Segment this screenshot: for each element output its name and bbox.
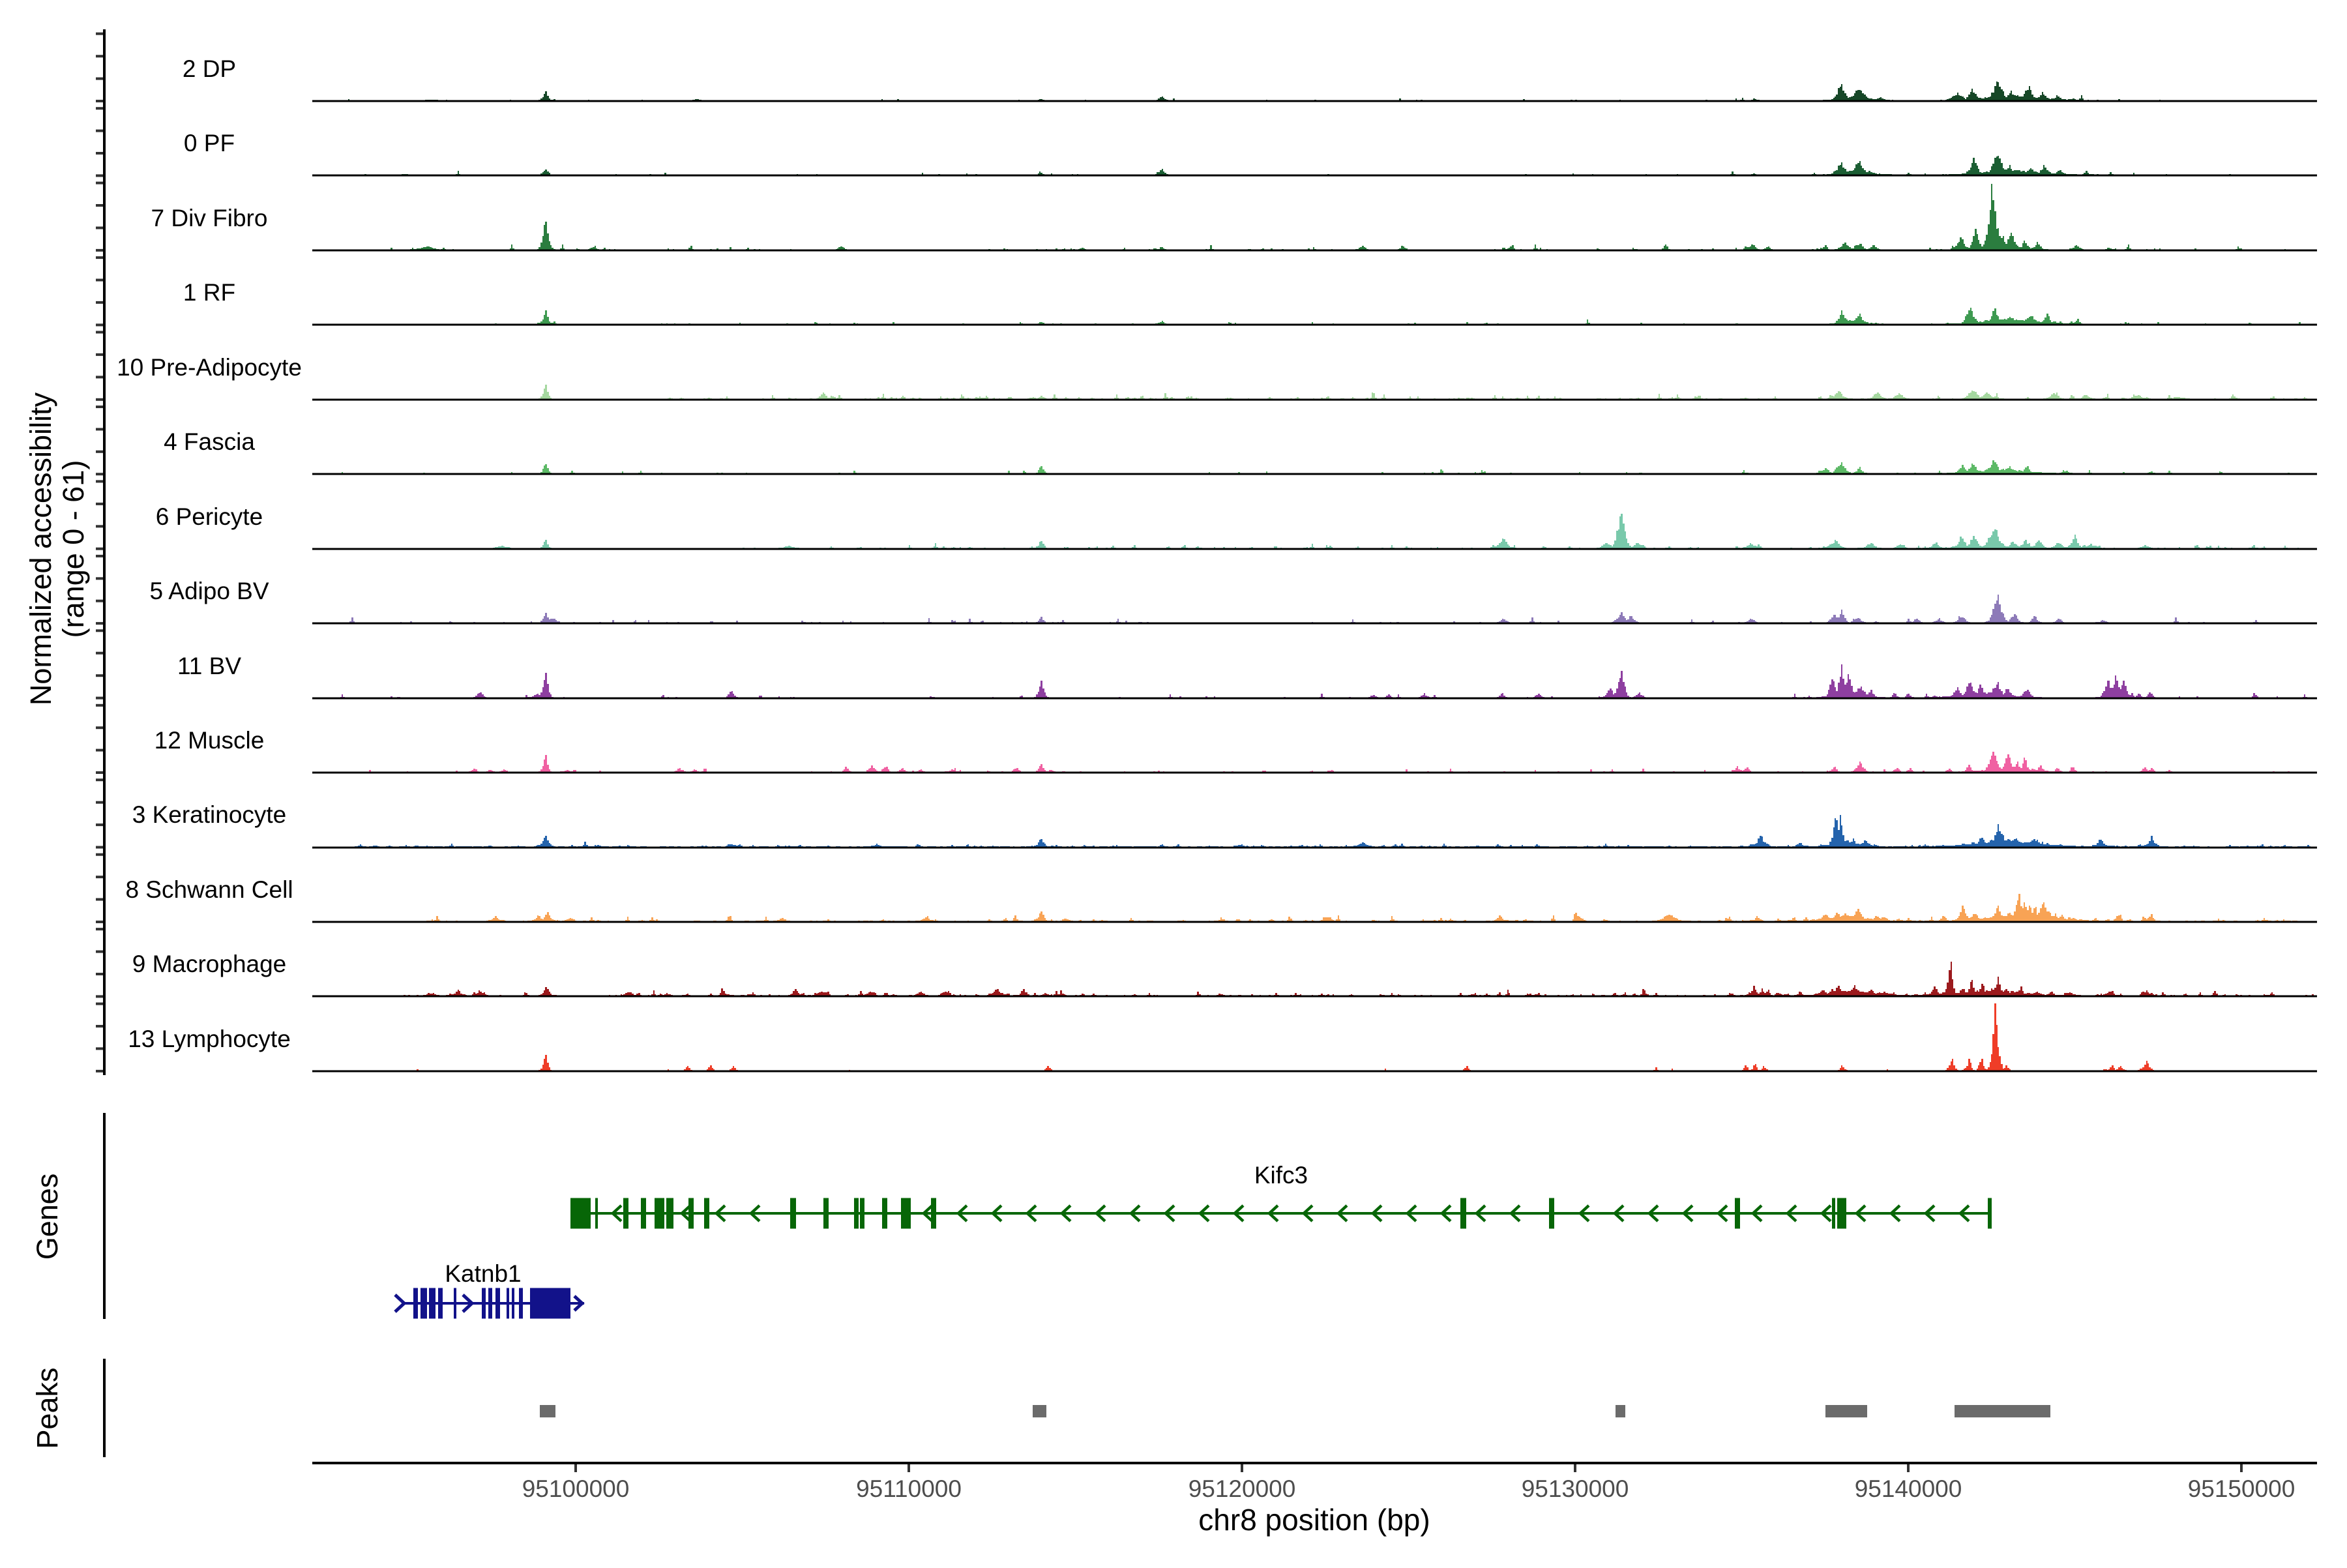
svg-text:95100000: 95100000 bbox=[522, 1475, 630, 1502]
svg-text:13 Lymphocyte: 13 Lymphocyte bbox=[128, 1026, 291, 1052]
svg-text:1 RF: 1 RF bbox=[183, 279, 235, 306]
svg-text:95110000: 95110000 bbox=[856, 1475, 962, 1502]
svg-text:95140000: 95140000 bbox=[1855, 1475, 1962, 1502]
svg-text:Kifc3: Kifc3 bbox=[1254, 1162, 1308, 1189]
svg-text:Katnb1: Katnb1 bbox=[445, 1260, 521, 1287]
svg-text:3 Keratinocyte: 3 Keratinocyte bbox=[132, 801, 287, 828]
svg-text:Peaks: Peaks bbox=[31, 1367, 64, 1449]
svg-text:95150000: 95150000 bbox=[2188, 1475, 2295, 1502]
svg-text:95120000: 95120000 bbox=[1188, 1475, 1296, 1502]
svg-text:Normalized accessibility: Normalized accessibility bbox=[24, 392, 57, 705]
svg-text:12 Muscle: 12 Muscle bbox=[155, 727, 265, 754]
svg-text:Genes: Genes bbox=[31, 1174, 64, 1260]
svg-text:11 BV: 11 BV bbox=[177, 653, 241, 679]
svg-text:9 Macrophage: 9 Macrophage bbox=[132, 951, 287, 977]
svg-text:5 Adipo BV: 5 Adipo BV bbox=[149, 578, 269, 604]
svg-text:4 Fascia: 4 Fascia bbox=[164, 428, 255, 455]
svg-text:95130000: 95130000 bbox=[1522, 1475, 1629, 1502]
svg-text:6 Pericyte: 6 Pericyte bbox=[156, 503, 263, 530]
svg-text:10 Pre-Adipocyte: 10 Pre-Adipocyte bbox=[117, 354, 302, 381]
svg-text:chr8 position (bp): chr8 position (bp) bbox=[1198, 1503, 1430, 1537]
svg-text:7 Div Fibro: 7 Div Fibro bbox=[151, 205, 268, 231]
svg-text:0 PF: 0 PF bbox=[184, 130, 235, 156]
svg-text:(range 0 - 61): (range 0 - 61) bbox=[57, 460, 90, 638]
svg-text:2 DP: 2 DP bbox=[183, 55, 236, 82]
svg-text:8 Schwann Cell: 8 Schwann Cell bbox=[125, 876, 293, 903]
